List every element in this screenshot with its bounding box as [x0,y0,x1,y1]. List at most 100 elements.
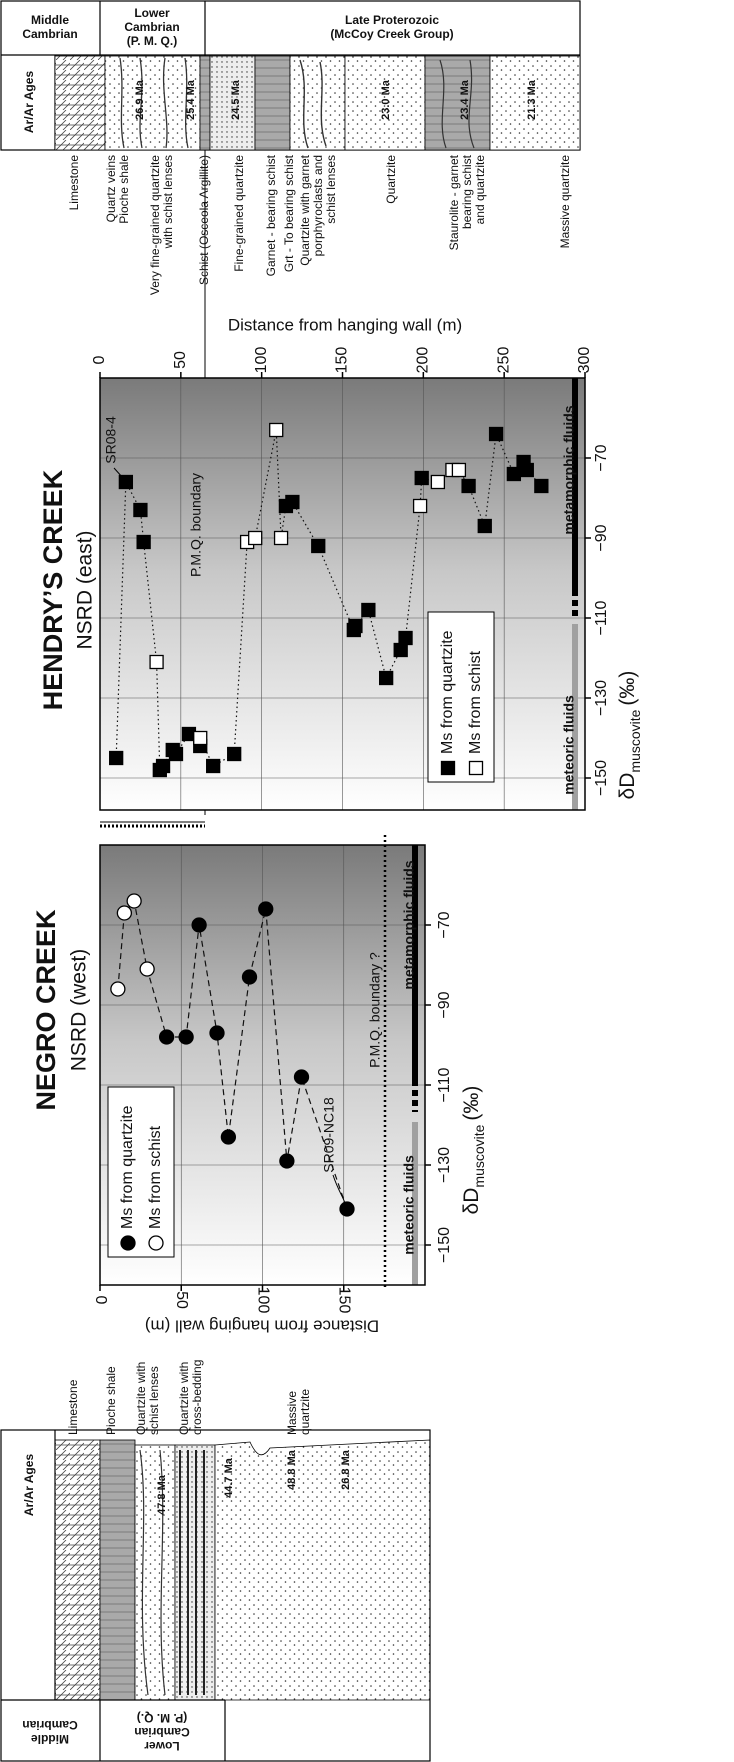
lithology-label: Quartz veins [104,155,118,222]
legend-label: Ms from quartzite [439,630,456,754]
data-point [117,906,131,920]
column-header: Middle [31,1732,69,1746]
data-point [259,902,273,916]
column-header: Middle [31,13,69,27]
x-tick-label: −70 [436,911,453,938]
lithology-label: Grt - To bearing schist [282,154,296,272]
y-tick-label: 0 [91,355,108,364]
lithology-label: Garnet - bearing schist [264,154,278,276]
age-label: 26.8 Ma [340,1449,352,1490]
annotation: P.M.Q. boundary ? [367,952,383,1068]
age-label: 44.7 Ma [223,1457,235,1498]
data-point [150,656,163,669]
data-point [110,752,123,765]
data-point [399,632,412,645]
data-point [160,1030,174,1044]
lithology-label: with schist lenses [161,155,175,249]
data-point [415,472,428,485]
y-axis-label: Distance from hanging wall (m) [145,1317,379,1336]
x-axis-label: δDmuscovite(‰) [616,671,643,800]
age-label: 23.0 Ma [380,79,392,120]
lithology-label: Quartzite with garnet [298,154,312,265]
data-point [470,762,483,775]
legend-label: Ms from quartzite [119,1105,136,1229]
column-header: (McCoy Creek Group) [330,27,453,41]
lithology-label: quartzite [298,1389,312,1435]
age-label: 24.5 Ma [230,79,242,120]
x-tick-label: −130 [436,1147,453,1183]
data-point [414,500,427,513]
column-header: Late Proterozoic [345,13,439,27]
data-point [134,504,147,517]
column-header: Lower [134,6,170,20]
data-point [119,476,132,489]
y-tick-label: 150 [334,347,351,374]
data-point [275,532,288,545]
lithology-label: Limestone [67,155,81,211]
age-label: 26.9 Ma [134,79,146,120]
data-point [490,428,503,441]
x-tick-label: −70 [593,444,610,471]
data-point [228,748,241,761]
column-header: (P. M. Q.) [127,34,177,48]
annotation: metamorphic fluids [401,860,417,989]
legend-label: Ms from schist [147,1125,164,1229]
data-point [349,620,362,633]
column-header: Cambrian [22,1718,77,1732]
data-point [280,1154,294,1168]
lithology-label: Quartzite with [134,1362,148,1435]
lithology-label: Pioche shale [117,155,131,224]
lithology-label: porphyroclasts and [311,155,325,256]
x-axis-label-unit: (‰) [616,671,639,706]
lithology-label: Massive quartzite [558,155,572,249]
annotation: meteoric fluids [561,695,577,795]
data-point [111,982,125,996]
data-point [169,748,182,761]
y-axis-label: Distance from hanging wall (m) [228,315,462,334]
x-tick-label: −150 [436,1227,453,1263]
x-axis-label-main: δD [460,1188,483,1215]
data-point [380,672,393,685]
figure: MiddleCambrianLowerCambrian(P. M. Q.)Lat… [0,0,734,1762]
data-point [286,496,299,509]
data-point [535,480,548,493]
lithology-label: Limestone [66,1379,80,1435]
data-point [312,540,325,553]
lithology-label: Fine-grained quartzite [232,155,246,272]
data-point [149,1236,163,1250]
data-point [243,970,257,984]
data-point [127,894,141,908]
age-label: 47.8 Ma [156,1474,168,1515]
column-header: Cambrian [22,27,77,41]
column-header: Cambrian [124,20,179,34]
y-tick-label: 250 [495,347,512,374]
lithology-label: Quartzite [384,155,398,204]
data-point [520,464,533,477]
x-axis-label-sub: muscovite [627,709,643,772]
chart-subtitle: NSRD (west) [68,949,91,1072]
page: {"chart_data": [ {"type": "scatter", "ti… [0,0,734,1762]
ages-label: Ar/Ar Ages [22,71,36,134]
annotation: metamorphic fluids [561,405,577,534]
x-tick-label: −110 [436,1067,453,1102]
data-point [362,604,375,617]
data-point [431,476,444,489]
data-point [157,760,170,773]
negro-lithology-strip [55,1440,430,1700]
column-header: (P. M. Q.) [137,1711,187,1725]
data-point [121,1236,135,1250]
lithology-label: Pioche shale [104,1366,118,1435]
chart [100,372,591,810]
y-tick-label: 150 [336,1287,353,1314]
column-header: Lower [144,1739,180,1753]
data-point [394,644,407,657]
age-label: 48.8 Ma [286,1449,298,1490]
lithology-label: bearing schist [460,154,474,229]
annotation: P.M.Q. boundary [188,473,204,577]
legend-label: Ms from schist [467,650,484,754]
y-tick-label: 100 [253,347,270,374]
lithology-label: schist lenses [324,155,338,224]
annotation: SR08-4 [103,416,119,464]
chart-title: HENDRY’S CREEK [38,469,68,710]
data-point [207,760,220,773]
